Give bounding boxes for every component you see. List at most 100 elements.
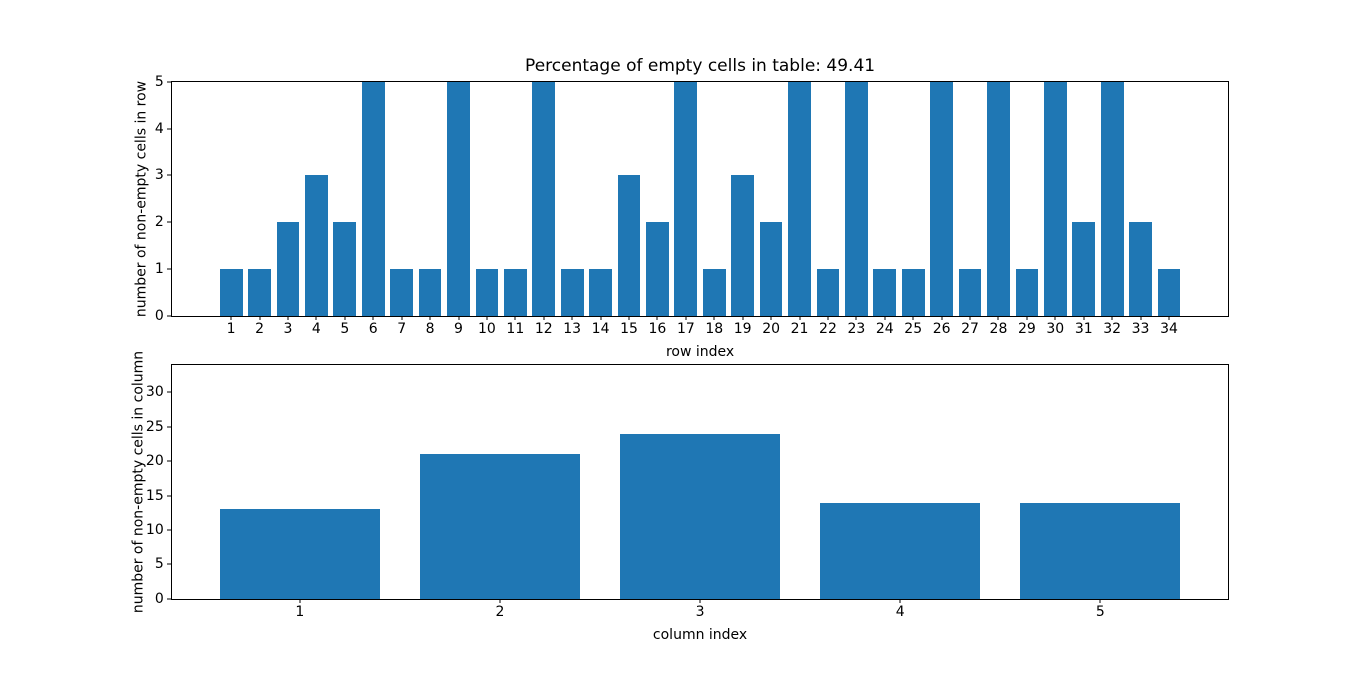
- x-tick-label: 33: [1131, 320, 1150, 337]
- x-tick-label: 17: [676, 320, 695, 337]
- bar-33: [1129, 222, 1152, 316]
- bar-3: [276, 222, 300, 316]
- y-tick-mark: [166, 563, 171, 565]
- x-tick-mark: [230, 315, 232, 320]
- y-tick-label: 1: [154, 261, 164, 277]
- x-tick-label: 12: [534, 320, 553, 337]
- x-tick-mark: [600, 315, 602, 320]
- y-tick-label: 5: [154, 556, 164, 573]
- bar-15: [617, 175, 641, 316]
- x-tick-mark: [401, 315, 403, 320]
- x-tick-mark: [287, 315, 289, 320]
- bar-34: [1157, 269, 1181, 316]
- rows-y-axis-label: number of non-empty cells in row: [133, 80, 150, 318]
- bar-30: [1043, 81, 1067, 316]
- y-tick-label: 0: [154, 590, 164, 607]
- bar-13: [560, 269, 584, 316]
- y-tick-label: 5: [154, 73, 164, 90]
- x-tick-mark: [543, 315, 545, 320]
- x-tick-mark: [1099, 598, 1101, 603]
- x-tick-mark: [344, 315, 346, 320]
- x-tick-label: 2: [495, 603, 505, 620]
- bar-1: [219, 509, 380, 599]
- y-tick-label: 30: [145, 384, 164, 401]
- bar-2: [419, 454, 580, 599]
- y-tick-mark: [166, 460, 171, 462]
- y-tick-mark: [166, 128, 171, 130]
- x-tick-mark: [628, 315, 630, 320]
- x-tick-label: 20: [762, 320, 781, 337]
- y-tick-mark: [166, 598, 171, 600]
- x-tick-label: 16: [648, 320, 667, 337]
- columns-plot-area: 1 2 3 4 5 0 5 10 15 20 25 30: [146, 363, 1230, 619]
- x-tick-mark: [1168, 315, 1170, 320]
- x-tick-label: 2: [255, 320, 265, 337]
- bar-19: [731, 175, 755, 316]
- x-tick-label: 34: [1160, 320, 1178, 337]
- y-tick-label: 15: [145, 487, 164, 504]
- y-tick-mark: [166, 391, 171, 393]
- x-tick-label: 26: [932, 320, 951, 337]
- x-tick-label: 31: [1074, 320, 1093, 337]
- x-tick-mark: [1054, 315, 1056, 320]
- x-tick-mark: [799, 315, 801, 320]
- x-tick-label: 14: [591, 320, 610, 337]
- y-tick-mark: [166, 495, 171, 497]
- bar-5: [1020, 502, 1181, 599]
- bar-2: [248, 269, 271, 316]
- x-tick-mark: [899, 598, 901, 603]
- x-tick-label: 30: [1046, 320, 1065, 337]
- x-tick-mark: [1111, 315, 1113, 320]
- bar-14: [589, 269, 612, 316]
- bar-12: [532, 81, 556, 316]
- y-tick-mark: [166, 174, 171, 176]
- y-tick-label: 20: [145, 453, 164, 470]
- x-tick-label: 28: [989, 320, 1008, 337]
- x-tick-label: 27: [961, 320, 979, 337]
- bar-28: [987, 81, 1010, 316]
- x-tick-mark: [912, 315, 914, 320]
- y-tick-label: 0: [154, 307, 164, 324]
- x-tick-label: 18: [705, 320, 724, 337]
- bar-17: [674, 81, 698, 316]
- y-tick-label: 10: [145, 522, 164, 539]
- bar-20: [759, 222, 783, 316]
- x-tick-label: 5: [1095, 603, 1105, 620]
- bar-32: [1100, 81, 1124, 316]
- y-tick-mark: [166, 268, 171, 270]
- bar-7: [390, 269, 414, 316]
- x-tick-label: 4: [311, 320, 321, 337]
- y-tick-mark: [166, 221, 171, 223]
- x-tick-label: 24: [875, 320, 894, 337]
- x-tick-label: 8: [425, 320, 435, 337]
- y-tick-mark: [166, 529, 171, 531]
- bar-31: [1072, 222, 1096, 316]
- x-tick-label: 25: [904, 320, 923, 337]
- chart-title: Percentage of empty cells in table: 49.4…: [525, 56, 876, 76]
- x-tick-label: 23: [847, 320, 866, 337]
- x-tick-label: 15: [620, 320, 638, 337]
- bar-6: [361, 81, 385, 316]
- x-tick-label: 3: [695, 603, 705, 620]
- x-tick-mark: [656, 315, 658, 320]
- bar-21: [788, 81, 811, 316]
- bar-4: [820, 502, 981, 599]
- x-tick-mark: [315, 315, 317, 320]
- x-tick-mark: [941, 315, 943, 320]
- x-tick-label: 13: [563, 320, 582, 337]
- columns-x-axis-label: column index: [652, 627, 748, 643]
- rows-x-axis-label: row index: [665, 344, 735, 360]
- x-tick-mark: [742, 315, 744, 320]
- y-tick-label: 2: [154, 214, 164, 231]
- x-tick-mark: [259, 315, 261, 320]
- y-tick-mark: [166, 426, 171, 428]
- x-tick-mark: [997, 315, 999, 320]
- y-tick-label: 4: [154, 120, 164, 137]
- x-tick-mark: [429, 315, 431, 320]
- bar-24: [873, 269, 897, 316]
- x-tick-label: 19: [733, 320, 752, 337]
- x-tick-mark: [499, 598, 501, 603]
- x-tick-mark: [372, 315, 374, 320]
- x-tick-mark: [855, 315, 857, 320]
